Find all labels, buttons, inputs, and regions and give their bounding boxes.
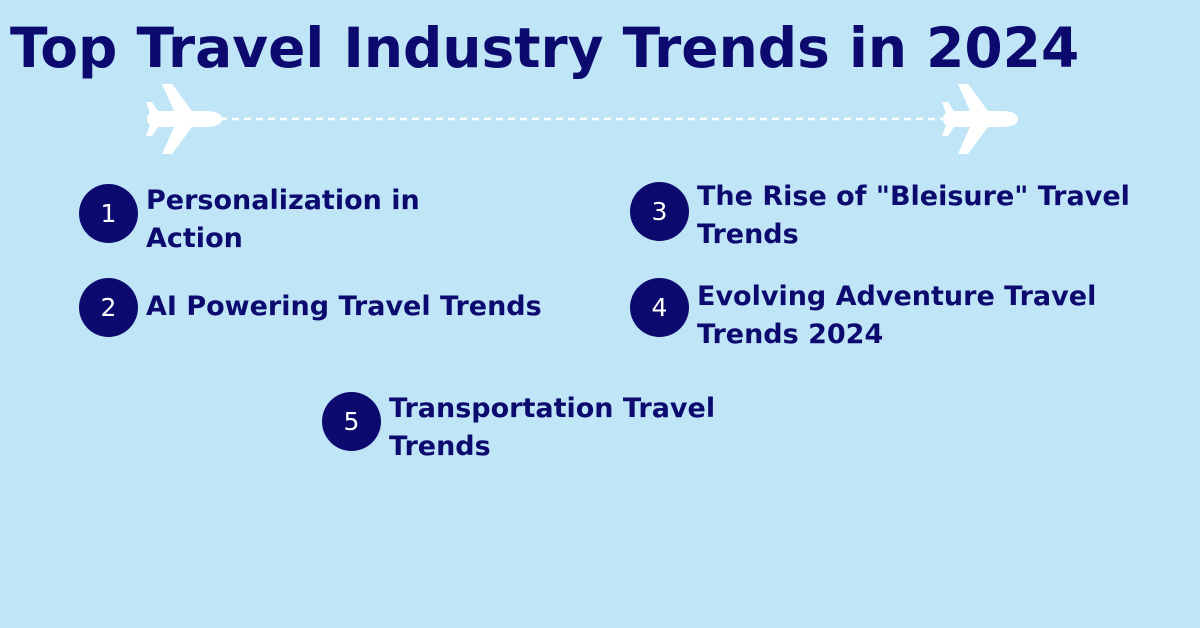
trend-label: The Rise of "Bleisure" Travel Trends bbox=[697, 181, 1130, 250]
trend-item-3: 3 The Rise of "Bleisure" Travel Trends bbox=[630, 178, 1157, 254]
number-badge: 2 bbox=[79, 278, 138, 337]
trend-item-5: 5 Transportation Travel Trends bbox=[322, 390, 769, 466]
number-badge: 1 bbox=[79, 184, 138, 243]
flight-path-decoration bbox=[146, 84, 1018, 154]
trend-item-2: 2 AI Powering Travel Trends bbox=[79, 278, 586, 337]
trend-label: Evolving Adventure Travel Trends 2024 bbox=[697, 281, 1097, 350]
trend-label: AI Powering Travel Trends bbox=[146, 291, 542, 322]
trend-item-1: 1 Personalization in Action bbox=[79, 182, 476, 258]
trend-label: Personalization in Action bbox=[146, 185, 420, 254]
number-badge: 5 bbox=[322, 392, 381, 451]
trend-item-4: 4 Evolving Adventure Travel Trends 2024 bbox=[630, 278, 1157, 354]
number-badge: 4 bbox=[630, 278, 689, 337]
airplane-icon bbox=[942, 84, 1018, 154]
airplane-icon bbox=[146, 84, 222, 154]
number-badge: 3 bbox=[630, 182, 689, 241]
page-title: Top Travel Industry Trends in 2024 bbox=[10, 16, 1080, 80]
trend-label: Transportation Travel Trends bbox=[389, 393, 716, 462]
